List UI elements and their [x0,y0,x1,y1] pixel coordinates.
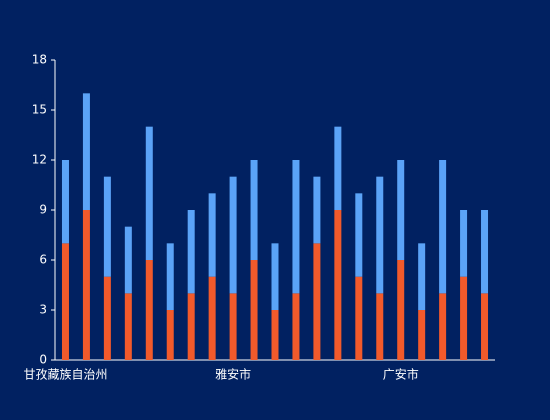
y-tick-label: 9 [39,203,47,217]
bar-segment [481,293,489,360]
bar-segment [334,210,342,360]
bar-segment [208,276,216,360]
bar-segment [460,276,468,360]
bar-segment [481,210,489,294]
bar-segment [334,126,342,210]
bar-segment [250,260,258,360]
bar-segment [145,260,153,360]
bar-segment [145,126,153,261]
bar-segment [187,210,195,294]
x-tick-label: 甘孜藏族自治州 [23,368,107,382]
bar-segment [313,243,321,360]
y-tick-label: 0 [39,353,47,367]
bar-segment [82,210,90,360]
bar-segment [250,160,258,260]
bar-segment [124,293,132,360]
bar-segment [61,243,69,360]
bar-segment [355,193,363,277]
bar-segment [271,310,279,360]
bar-segment [355,276,363,360]
bar-segment [103,276,111,360]
bar-segment [439,293,447,360]
bar-segment [271,243,279,310]
bar-segment [292,160,300,294]
bar-segment [292,293,300,360]
y-tick-label: 3 [39,303,47,317]
bar-segment [124,226,132,294]
bar-segment [82,93,90,210]
bar-segment [418,243,426,310]
bar-segment [439,160,447,294]
y-tick-label: 6 [39,253,47,267]
bar-segment [229,293,237,360]
y-tick-label: 18 [32,53,47,67]
x-tick-label: 广安市 [383,367,419,382]
bar-segment [166,310,174,360]
bar-segment [397,160,405,260]
bar-segment [187,293,195,360]
bar-segment [376,176,384,294]
bar-segment [103,176,111,277]
x-tick-label: 雅安市 [215,367,251,382]
bar-segment [376,293,384,360]
bar-segment [397,260,405,360]
bar-segment [208,193,216,277]
bar-segment [166,243,174,310]
y-tick-label: 12 [32,153,47,167]
bar-segment [61,160,69,244]
bar-segment [460,210,468,277]
bar-segment [229,176,237,294]
bar-segment [313,176,321,244]
y-tick-label: 15 [32,103,47,117]
bar-segment [418,310,426,360]
